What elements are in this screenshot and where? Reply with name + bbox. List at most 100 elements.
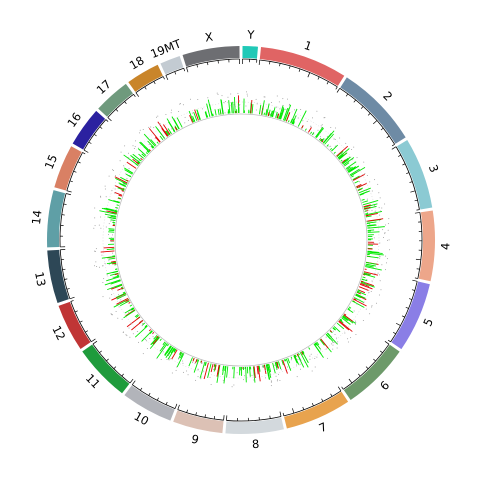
track-bar-green — [116, 204, 119, 206]
track-bar-green — [338, 152, 348, 160]
track-point — [364, 173, 366, 175]
track-point — [110, 240, 112, 242]
track-bar-red — [366, 218, 384, 222]
track-point — [321, 126, 323, 128]
tick-15-4 — [82, 152, 86, 155]
track-bar-red — [114, 273, 119, 276]
track-bar-red — [161, 128, 168, 137]
track-point — [309, 355, 311, 357]
track-bar-green — [145, 152, 148, 155]
track-bar-green — [132, 308, 135, 311]
track-bar-green — [275, 361, 279, 369]
track-point — [136, 159, 138, 161]
tick-3-4 — [409, 181, 413, 183]
track-bar-green — [125, 173, 132, 178]
track-point — [120, 299, 122, 301]
track-point — [302, 120, 304, 122]
track-point — [186, 370, 188, 372]
track-point — [126, 335, 128, 337]
track-point — [194, 362, 196, 364]
track-point — [368, 209, 370, 211]
chromosome-segment-10 — [124, 385, 175, 421]
track-bar-green — [291, 118, 295, 124]
track-bar-green — [106, 248, 115, 250]
track-bar-green — [347, 308, 354, 313]
track-bar-green — [121, 288, 124, 290]
track-bar-red — [320, 138, 323, 142]
track-point — [171, 372, 173, 374]
track-point — [341, 153, 343, 155]
track-bar-red — [174, 126, 178, 131]
track-point — [149, 338, 151, 340]
tick-2-7 — [386, 135, 390, 139]
track-point — [118, 294, 120, 296]
track-bar-green — [204, 111, 208, 118]
track-bar-green — [268, 363, 272, 373]
track-point — [200, 362, 202, 364]
track-bar-green — [108, 228, 115, 230]
track-bar-green — [245, 366, 247, 383]
track-point — [374, 273, 376, 275]
track-point — [311, 370, 313, 372]
track-point — [135, 140, 137, 142]
tick-13-2 — [64, 278, 68, 280]
track-point — [234, 106, 236, 108]
track-bar-red — [338, 320, 350, 331]
track-point — [130, 322, 132, 324]
track-bar-green — [165, 130, 169, 136]
track-point — [316, 110, 318, 112]
track-point — [246, 91, 248, 93]
track-bar-green — [277, 361, 282, 370]
track-point — [353, 146, 355, 148]
chromosome-label-1: 1 — [302, 38, 313, 54]
track-point — [385, 224, 387, 226]
chromosome-label-15: 15 — [42, 152, 61, 171]
tick-3-7 — [416, 209, 420, 211]
track-point — [380, 289, 382, 291]
track-bar-green — [138, 153, 144, 159]
track-point — [162, 348, 164, 350]
chromosome-label-16: 16 — [64, 110, 84, 130]
track-bar-red — [364, 206, 371, 210]
track-point — [314, 358, 316, 360]
track-bar-green — [347, 307, 351, 310]
track-bar-green — [367, 224, 376, 227]
track-point — [366, 198, 368, 200]
track-bar-green — [123, 309, 136, 319]
track-bar-green — [180, 352, 184, 359]
track-bar-green — [207, 363, 212, 378]
tick-1-6 — [317, 76, 320, 80]
track-point — [230, 104, 232, 106]
track-point — [384, 203, 386, 205]
tick-10-3 — [148, 392, 151, 396]
track-point — [285, 108, 287, 110]
track-bar-green — [188, 110, 195, 123]
track-point — [379, 214, 381, 216]
tick-15-2 — [73, 170, 77, 173]
track-point — [112, 252, 114, 254]
tick-6-3 — [365, 366, 369, 370]
chromosome-label-X: X — [204, 29, 214, 44]
track-point — [145, 339, 147, 341]
track-bar-green — [216, 365, 221, 383]
track-point — [270, 102, 272, 104]
track-point — [111, 237, 113, 239]
track-point — [377, 183, 379, 185]
track-point — [356, 303, 358, 305]
tick-15-0 — [66, 190, 72, 193]
track-point — [299, 368, 301, 370]
tick-12-2 — [79, 320, 83, 323]
chromosome-segment-X — [182, 46, 240, 67]
track-point — [381, 264, 383, 266]
track-bar-green — [276, 361, 279, 366]
track-bar-red — [336, 145, 349, 157]
track-bar-green — [274, 362, 278, 368]
tick-X-2 — [207, 62, 209, 66]
track-point — [368, 292, 370, 294]
track-point — [369, 223, 371, 225]
track-bar-red — [195, 358, 198, 364]
track-point — [123, 165, 125, 167]
track-point — [379, 220, 381, 222]
track-bar-green — [117, 197, 122, 200]
track-bar-green — [223, 366, 227, 384]
